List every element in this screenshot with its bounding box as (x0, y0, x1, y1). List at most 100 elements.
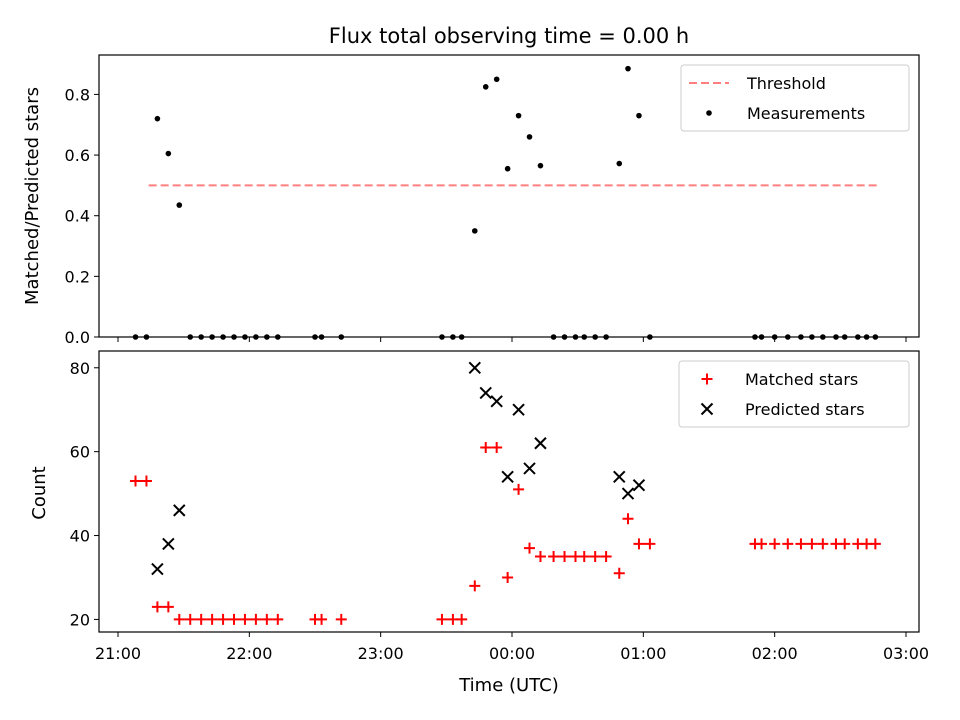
x-tick-label: 01:00 (620, 644, 666, 663)
measurement-point (312, 334, 318, 340)
measurement-point (264, 334, 270, 340)
predicted-point (173, 504, 186, 517)
plot-frame (98, 54, 920, 338)
measurement-point (820, 334, 826, 340)
measurement-point (855, 334, 861, 340)
legend-measurement-swatch (706, 110, 712, 116)
matched-point (769, 538, 781, 550)
predicted-point (621, 487, 635, 500)
top-plot: 0.0 0.2 0.4 0.6 0.8 Threshold Measurements (65, 54, 920, 347)
matched-point (335, 613, 347, 625)
predicted-point (534, 437, 547, 450)
measurement-point (758, 334, 765, 340)
measurement-point (231, 334, 237, 340)
measurement-point (752, 334, 758, 340)
matched-point (250, 613, 262, 625)
matched-point (195, 613, 207, 625)
matched-point (633, 538, 645, 550)
legend-label: Matched stars (745, 370, 858, 389)
measurement-point (809, 334, 815, 340)
measurement-point (220, 334, 226, 340)
legend-box (680, 64, 910, 132)
matched-point (436, 613, 448, 625)
legend-label: Measurements (747, 104, 865, 123)
matched-point (578, 551, 590, 563)
plot-frame (98, 350, 920, 633)
series-matched-stars (130, 441, 881, 625)
matched-point (513, 483, 525, 495)
x-tick-label: 22:00 (226, 644, 272, 663)
predicted-point (523, 462, 536, 475)
legend: Threshold Measurements (680, 64, 910, 132)
measurement-point (625, 65, 631, 72)
matched-point (756, 538, 768, 550)
measurement-point (785, 334, 791, 340)
measurement-point (863, 334, 870, 340)
y-tick-label: 0.4 (65, 207, 90, 226)
matched-point (217, 613, 229, 625)
x-tick-label: 02:00 (752, 644, 798, 663)
legend-label: Threshold (746, 74, 826, 93)
measurement-point (572, 334, 579, 340)
y-tick-label: 40 (70, 527, 90, 546)
matched-point (480, 441, 492, 453)
measurement-point (526, 134, 533, 140)
matched-point (239, 613, 251, 625)
series-measurements (132, 65, 879, 340)
legend-label: Predicted stars (745, 400, 865, 419)
x-tick-label: 00:00 (489, 644, 535, 663)
matched-point (589, 551, 601, 563)
predicted-point (613, 470, 626, 484)
measurement-point (537, 162, 544, 169)
measurement-point (458, 334, 465, 340)
y-tick-label: 20 (70, 610, 90, 629)
measurement-point (187, 334, 194, 340)
measurement-point (592, 334, 598, 340)
y-tick-label: 0.8 (65, 85, 90, 104)
matched-point (184, 613, 196, 625)
top-y-axis-label: Matched/Predicted stars (22, 87, 43, 305)
measurement-point (143, 334, 150, 340)
measurement-point (647, 334, 653, 340)
measurement-point (482, 84, 489, 90)
measurement-point (253, 334, 259, 340)
measurement-point (439, 334, 445, 340)
matched-point (622, 513, 634, 525)
predicted-point (151, 562, 164, 576)
matched-point (469, 580, 481, 592)
matched-point (456, 613, 468, 625)
measurement-point (209, 334, 215, 340)
predicted-point (632, 479, 646, 492)
bottom-plot: 20 40 60 80 21:00 22:00 23:00 00:00 01:00 02:00 03… (70, 350, 929, 663)
y-tick-label: 60 (70, 443, 90, 462)
measurement-point (318, 334, 325, 340)
measurement-point (165, 150, 172, 157)
measurement-point (798, 334, 804, 340)
measurement-point (493, 76, 500, 83)
matched-point (559, 551, 571, 563)
matched-point (206, 613, 218, 625)
matched-point (839, 538, 851, 550)
measurement-point (616, 160, 623, 167)
matched-point (261, 613, 273, 625)
measurement-point (833, 334, 839, 340)
matched-point (613, 567, 625, 579)
legend-box (678, 360, 910, 428)
matched-point (228, 613, 240, 625)
matched-point (806, 538, 818, 550)
measurement-point (242, 334, 248, 340)
matched-point (534, 551, 546, 563)
measurement-point (561, 334, 568, 340)
matched-point (173, 613, 185, 625)
x-tick-label: 03:00 (883, 644, 929, 663)
matched-point (151, 601, 163, 613)
matched-point (524, 542, 536, 554)
y-tick-label: 0.0 (65, 328, 90, 347)
matched-point (782, 538, 794, 550)
measurement-point (515, 112, 522, 119)
legend-predicted-swatch (700, 402, 714, 416)
predicted-point (490, 395, 503, 408)
bottom-y-axis-label: Count (29, 466, 50, 519)
measurement-point (841, 334, 848, 340)
